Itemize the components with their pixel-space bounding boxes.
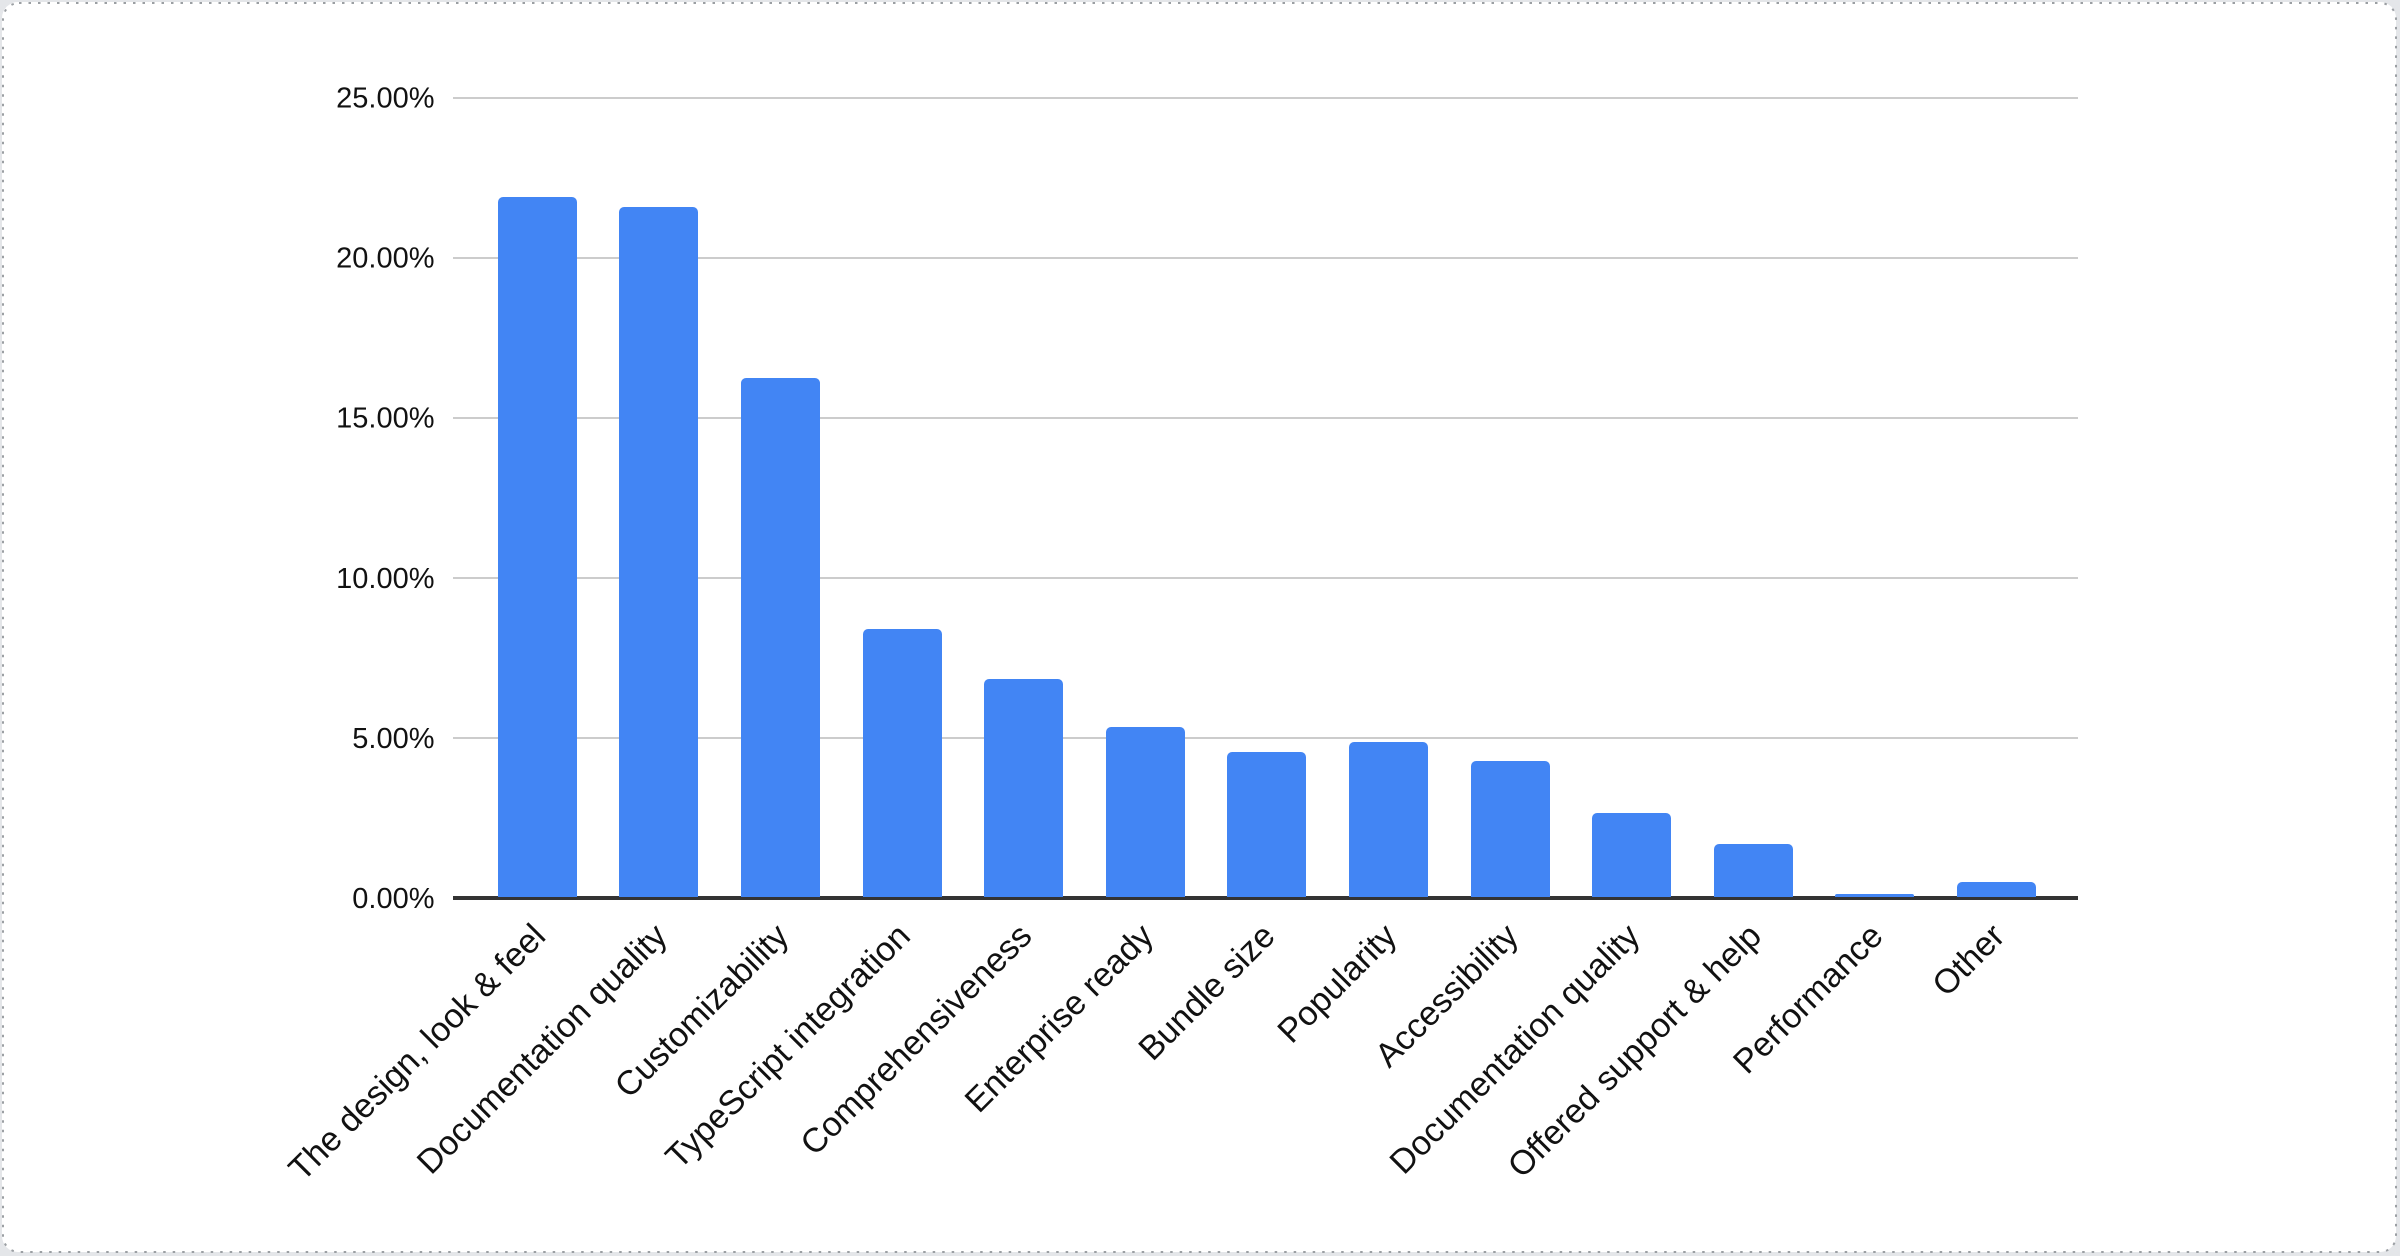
svg-text:25.00%: 25.00%	[336, 83, 434, 115]
svg-text:TypeScript integration: TypeScript integration	[658, 917, 917, 1176]
svg-text:5.00%: 5.00%	[352, 723, 434, 755]
svg-text:Comprehensiveness: Comprehensiveness	[793, 917, 1039, 1163]
svg-text:20.00%: 20.00%	[336, 243, 434, 275]
svg-text:Documentation quality: Documentation quality	[410, 917, 675, 1182]
svg-text:Documentation quality: Documentation quality	[1383, 917, 1648, 1182]
svg-text:15.00%: 15.00%	[336, 403, 434, 435]
svg-text:0.00%: 0.00%	[352, 883, 434, 915]
svg-text:10.00%: 10.00%	[336, 563, 434, 595]
svg-text:Other: Other	[1925, 917, 2012, 1004]
